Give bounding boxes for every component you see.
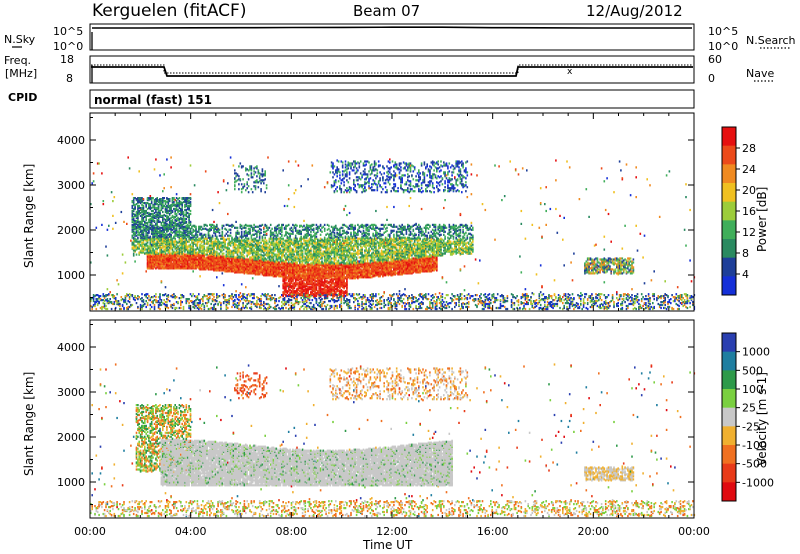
velocity-ylabel: Slant Range [km] — [22, 372, 36, 476]
power-ytick-3: 4000 — [57, 134, 85, 147]
velocity-colorbar: 1000 500 100 25 -25 -100 -500 -1000 — [721, 332, 774, 502]
velocity-cbar-tick-3: 25 — [742, 402, 756, 415]
nave-label: Nave — [746, 67, 774, 80]
power-cbar-swatch-4 — [722, 201, 736, 221]
nsky-series-line — [92, 26, 692, 29]
power-cbar-tick-5: 24 — [742, 163, 756, 176]
power-cbar-tick-1: 8 — [742, 247, 749, 260]
velocity-cbar-tick-4: -25 — [742, 420, 760, 433]
power-cbar-tick-0: 4 — [742, 268, 749, 281]
velocity-cbar-swatch-1 — [722, 351, 736, 371]
time-tick-4: 16:00 — [477, 525, 509, 538]
velocity-colorbar-label: Velocity [m s-1] — [755, 372, 769, 466]
time-tick-0: 00:00 — [74, 525, 106, 538]
power-cbar-tick-2: 12 — [742, 226, 756, 239]
freq-unit-label: [MHz] — [5, 67, 37, 80]
velocity-cbar-tick-6: -500 — [742, 458, 767, 471]
power-panel: 1000 2000 3000 4000 Slant Range [km] — [22, 112, 696, 312]
power-cbar-swatch-5 — [722, 220, 736, 240]
velocity-cbar-swatch-7 — [722, 463, 736, 483]
power-cbar-tick-3: 16 — [742, 205, 756, 218]
nave-series-line — [91, 64, 693, 74]
time-axis: 00:00 04:00 08:00 12:00 16:00 20:00 00:00 — [74, 525, 710, 538]
power-cbar-swatch-2 — [722, 164, 736, 184]
beam-title: Beam 07 — [353, 2, 420, 20]
power-cbar-tick-4: 20 — [742, 184, 756, 197]
noise-tick-left-top: 10^5 — [53, 25, 83, 38]
cpid-label: CPID — [8, 91, 37, 104]
noise-tick-right-top: 10^5 — [708, 25, 738, 38]
power-cbar-tick-6: 28 — [742, 142, 756, 155]
velocity-cbar-swatch-3 — [722, 389, 736, 409]
velocity-cbar-tick-0: 1000 — [742, 346, 770, 359]
power-ytick-2: 3000 — [57, 179, 85, 192]
time-tick-5: 20:00 — [577, 525, 609, 538]
power-cbar-swatch-1 — [722, 145, 736, 165]
noise-panel: N.Sky 10^5 10^0 10^5 10^0 N.Search — [4, 23, 796, 53]
velocity-ytick-2: 3000 — [57, 386, 85, 399]
nave-tick-bottom: 0 — [708, 72, 715, 85]
velocity-heatmap — [90, 363, 696, 518]
freq-tick-bottom: 8 — [66, 72, 73, 85]
power-ytick-1: 2000 — [57, 224, 85, 237]
velocity-cbar-tick-7: -1000 — [742, 476, 774, 489]
velocity-cbar-swatch-4 — [722, 407, 736, 427]
velocity-cbar-swatch-8 — [722, 482, 736, 502]
velocity-panel: 1000 2000 3000 4000 Slant Range [km] — [22, 319, 696, 519]
power-heatmap — [90, 156, 696, 311]
velocity-ytick-1: 2000 — [57, 431, 85, 444]
velocity-cbar-tick-2: 100 — [742, 383, 763, 396]
power-cbar-swatch-8 — [722, 276, 736, 296]
velocity-cbar-swatch-0 — [722, 333, 736, 353]
power-cbar-swatch-3 — [722, 183, 736, 203]
cpid-value: normal (fast) 151 — [94, 93, 212, 107]
time-tick-6: 00:00 — [678, 525, 710, 538]
svg-text:x: x — [567, 67, 573, 77]
nave-tick-top: 60 — [708, 53, 722, 66]
freq-label: Freq. — [4, 54, 31, 67]
velocity-cbar-tick-1: 500 — [742, 364, 763, 377]
power-ylabel: Slant Range [km] — [22, 164, 36, 268]
velocity-ytick-3: 4000 — [57, 341, 85, 354]
nsky-label: N.Sky — [4, 33, 36, 46]
frequency-panel: Freq. [MHz] 18 8 60 0 Nave x — [4, 53, 774, 85]
power-colorbar: 4 8 12 16 20 24 28 — [721, 126, 756, 296]
time-tick-2: 08:00 — [275, 525, 307, 538]
time-tick-1: 04:00 — [175, 525, 207, 538]
station-title: Kerguelen (fitACF) — [92, 1, 246, 21]
freq-tick-top: 18 — [60, 53, 74, 66]
date-title: 12/Aug/2012 — [586, 2, 683, 20]
time-axis-label: Time UT — [362, 538, 413, 552]
power-cbar-swatch-6 — [722, 239, 736, 259]
velocity-cbar-swatch-2 — [722, 370, 736, 390]
power-cbar-swatch-0 — [722, 127, 736, 147]
noise-tick-right-bottom: 10^0 — [708, 40, 738, 53]
noise-tick-left-bottom: 10^0 — [53, 40, 83, 53]
nsearch-label: N.Search — [746, 34, 796, 47]
velocity-ytick-0: 1000 — [57, 476, 85, 489]
time-tick-3: 12:00 — [376, 525, 408, 538]
freq-series-line — [91, 66, 693, 77]
velocity-cbar-swatch-5 — [722, 426, 736, 446]
power-colorbar-label: Power [dB] — [755, 187, 769, 252]
velocity-cbar-swatch-6 — [722, 445, 736, 465]
power-cbar-swatch-7 — [722, 257, 736, 277]
power-ytick-0: 1000 — [57, 269, 85, 282]
velocity-cbar-tick-5: -100 — [742, 439, 767, 452]
